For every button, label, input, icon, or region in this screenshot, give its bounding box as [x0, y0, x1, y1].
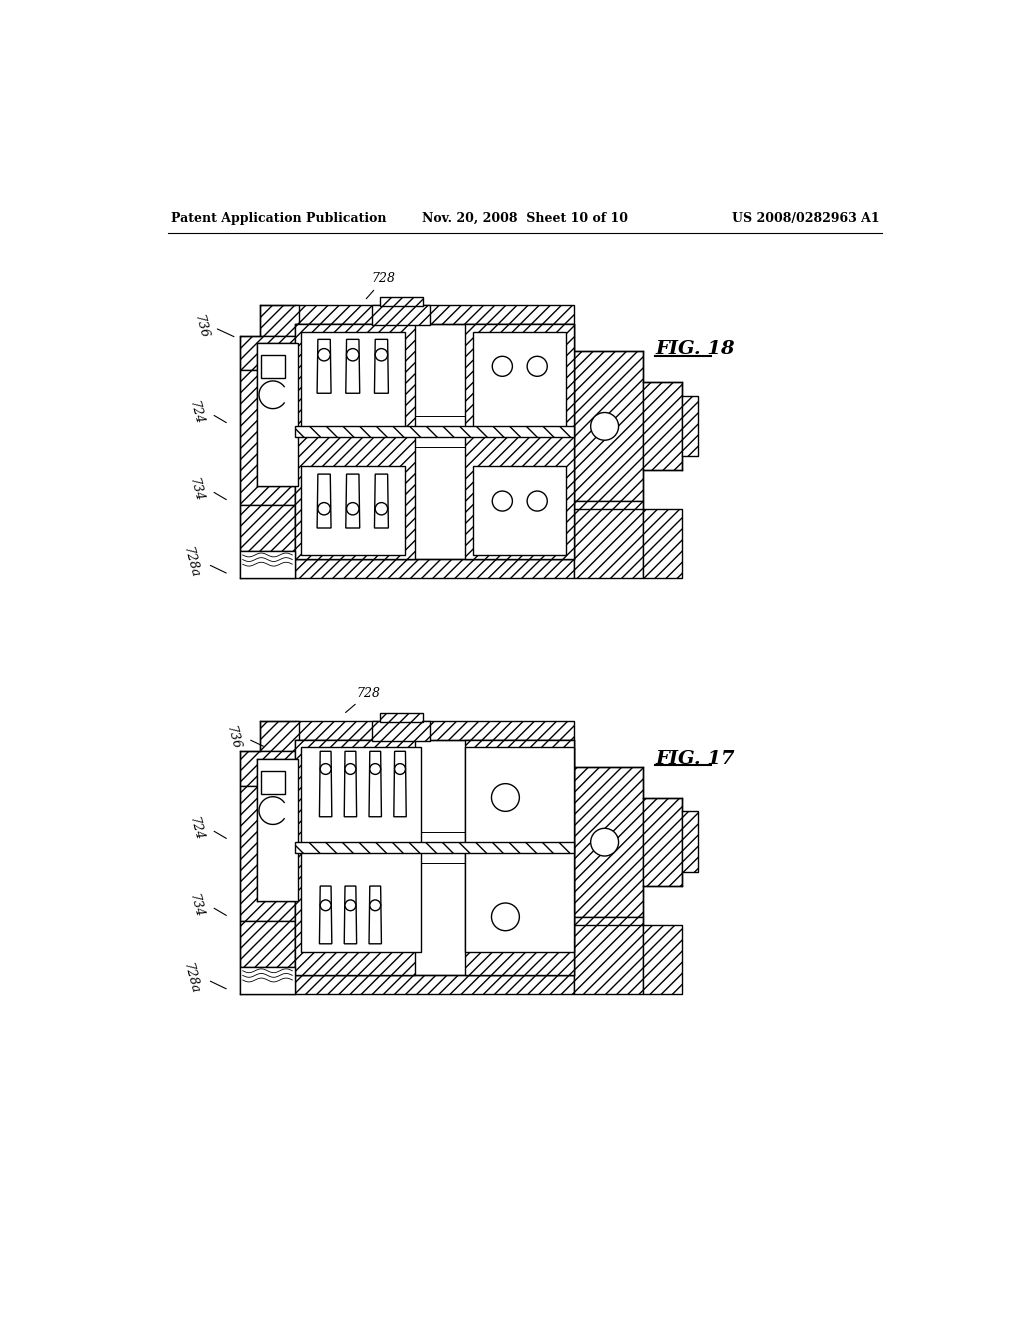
Circle shape — [345, 900, 356, 911]
Bar — [473, 466, 566, 554]
Circle shape — [527, 356, 547, 376]
Text: 736: 736 — [224, 725, 243, 751]
Bar — [260, 721, 299, 751]
Bar — [261, 771, 285, 793]
Bar — [241, 335, 299, 370]
Bar — [241, 921, 295, 966]
Bar — [682, 812, 697, 873]
Bar — [241, 552, 295, 578]
Bar — [241, 370, 295, 506]
Bar — [295, 323, 415, 558]
Text: 724: 724 — [186, 814, 206, 842]
Circle shape — [317, 348, 331, 360]
Circle shape — [346, 348, 359, 360]
Bar — [465, 323, 573, 558]
Text: 734: 734 — [186, 477, 206, 503]
Bar — [573, 351, 643, 502]
Bar — [295, 721, 573, 994]
Bar — [241, 506, 295, 552]
Bar — [295, 739, 573, 974]
Circle shape — [317, 503, 331, 515]
Text: 736: 736 — [191, 313, 210, 339]
Polygon shape — [317, 474, 331, 528]
Bar — [257, 759, 298, 902]
Circle shape — [492, 784, 519, 812]
Bar — [643, 924, 682, 994]
Bar — [295, 323, 573, 558]
Text: 724: 724 — [186, 399, 206, 426]
Text: 734: 734 — [186, 892, 206, 919]
Circle shape — [345, 763, 356, 775]
Bar — [465, 747, 573, 952]
Circle shape — [346, 503, 359, 515]
Polygon shape — [375, 339, 388, 393]
Text: FIG. 17: FIG. 17 — [655, 750, 734, 768]
Bar — [573, 917, 643, 994]
Bar — [301, 331, 406, 428]
Bar — [261, 355, 285, 378]
Circle shape — [375, 348, 388, 360]
Bar — [380, 713, 423, 722]
Bar — [573, 767, 643, 917]
Text: 728a: 728a — [181, 961, 202, 995]
Bar — [301, 466, 406, 554]
Polygon shape — [344, 751, 356, 817]
Circle shape — [591, 413, 618, 441]
Text: Patent Application Publication: Patent Application Publication — [171, 213, 386, 224]
Text: Nov. 20, 2008  Sheet 10 of 10: Nov. 20, 2008 Sheet 10 of 10 — [422, 213, 628, 224]
Polygon shape — [369, 751, 381, 817]
Bar — [241, 751, 299, 785]
Bar — [682, 396, 697, 457]
Circle shape — [321, 763, 331, 775]
Polygon shape — [317, 339, 331, 393]
Circle shape — [493, 356, 512, 376]
Polygon shape — [319, 751, 332, 817]
Circle shape — [527, 491, 547, 511]
Circle shape — [321, 900, 331, 911]
Bar — [643, 381, 682, 470]
Bar — [473, 331, 566, 428]
Polygon shape — [375, 474, 388, 528]
Polygon shape — [346, 339, 359, 393]
Bar — [295, 842, 573, 853]
Circle shape — [492, 903, 519, 931]
Bar — [372, 305, 430, 326]
Bar — [257, 343, 298, 486]
Text: 728: 728 — [367, 272, 395, 298]
Polygon shape — [394, 751, 407, 817]
Bar — [295, 305, 573, 578]
Bar — [380, 297, 423, 306]
Bar — [465, 739, 573, 974]
Bar — [643, 508, 682, 578]
Bar — [643, 797, 682, 886]
Polygon shape — [319, 886, 332, 944]
Text: FIG. 18: FIG. 18 — [655, 341, 734, 358]
Bar — [301, 747, 421, 952]
Circle shape — [370, 900, 381, 911]
Bar — [372, 721, 430, 742]
Text: US 2008/0282963 A1: US 2008/0282963 A1 — [732, 213, 880, 224]
Bar — [260, 305, 299, 335]
Bar — [295, 739, 415, 974]
Polygon shape — [344, 886, 356, 944]
Circle shape — [370, 763, 381, 775]
Circle shape — [591, 829, 618, 855]
Circle shape — [375, 503, 388, 515]
Polygon shape — [346, 474, 359, 528]
Bar — [573, 502, 643, 578]
Circle shape — [394, 763, 406, 775]
Text: 728: 728 — [345, 686, 380, 713]
Text: 728a: 728a — [181, 545, 202, 579]
Polygon shape — [369, 886, 381, 944]
Bar — [295, 426, 573, 437]
Bar — [241, 785, 295, 921]
Bar — [241, 966, 295, 994]
Circle shape — [493, 491, 512, 511]
